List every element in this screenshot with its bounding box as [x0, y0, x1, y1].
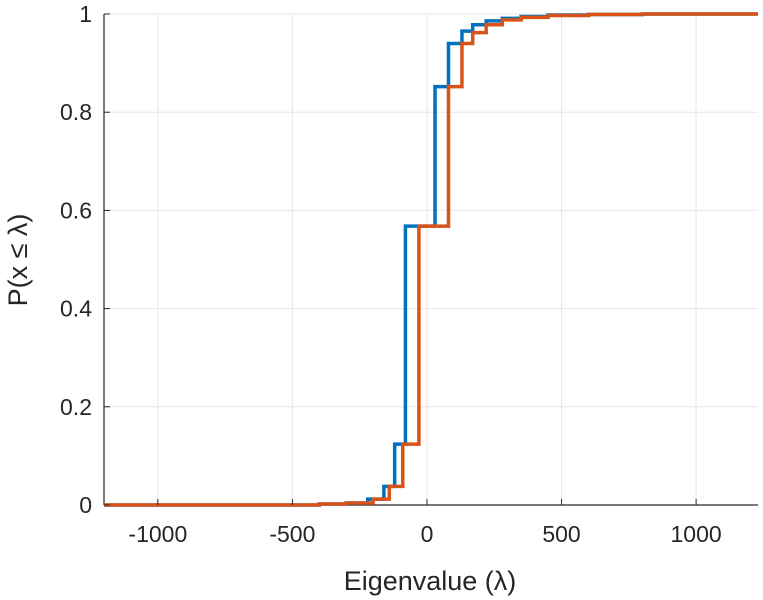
axes-frame: [103, 14, 758, 506]
y-tick-label-5: 1: [79, 1, 92, 27]
x-tick-label-4: 1000: [671, 521, 722, 547]
y-tick-label-0: 0: [79, 492, 92, 518]
series-layer: [104, 12, 758, 507]
y-axis-ticks: 0 0.2 0.4 0.6 0.8 1: [60, 1, 110, 518]
y-axis-label: P(x ≤ λ): [3, 214, 33, 307]
series-line-0: [104, 12, 758, 507]
y-tick-label-2: 0.4: [60, 296, 92, 322]
x-tick-label-2: 0: [421, 521, 434, 547]
x-axis-label: Eigenvalue (λ): [344, 566, 517, 596]
x-tick-label-1: -500: [269, 521, 315, 547]
y-tick-label-4: 0.8: [60, 99, 92, 125]
y-tick-label-1: 0.2: [60, 394, 92, 420]
grid: [104, 13, 758, 506]
x-tick-label-3: 500: [542, 521, 580, 547]
y-tick-label-3: 0.6: [60, 197, 92, 223]
x-tick-label-0: -1000: [128, 521, 187, 547]
x-axis-ticks: -1000 -500 0 500 1000: [128, 499, 722, 547]
series-line-1: [104, 12, 758, 507]
